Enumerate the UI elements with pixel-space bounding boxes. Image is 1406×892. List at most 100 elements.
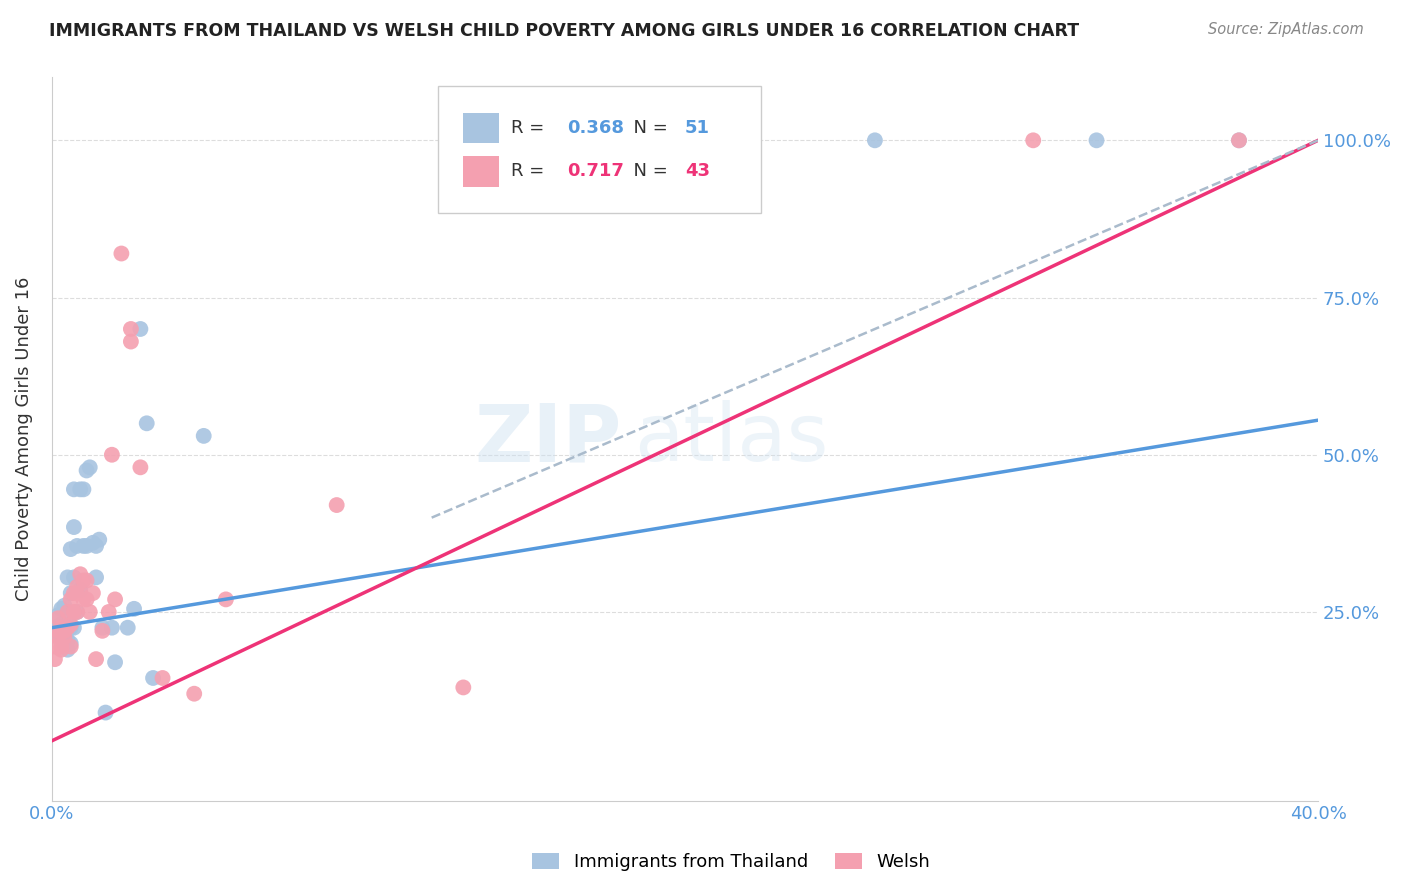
Point [66,605,89,619]
Text: ZIP: ZIP [474,400,621,478]
Point [56,570,79,584]
Point [66,580,89,594]
Point [59,617,82,632]
Point [59,621,82,635]
Point [63,586,86,600]
Point [59,636,82,650]
Bar [464,156,499,186]
Point [129,460,152,475]
Point [84,570,107,584]
Point [46,624,69,638]
Point [183,687,205,701]
Point [44,640,66,654]
Point [79,460,101,475]
Point [101,448,124,462]
Point [56,621,79,635]
Point [89,533,111,547]
Point [53,621,76,635]
Point [135,417,157,431]
Point [129,322,152,336]
Point [53,599,76,613]
Point [863,133,886,147]
Y-axis label: Child Poverty Among Girls Under 16: Child Poverty Among Girls Under 16 [15,277,32,601]
Point [53,630,76,644]
Point [44,621,66,635]
Point [1227,133,1250,147]
Point [72,539,94,553]
Point [79,605,101,619]
Point [101,621,124,635]
Point [76,539,98,553]
Point [44,652,66,666]
Point [84,652,107,666]
Text: 51: 51 [685,119,710,137]
Point [193,429,215,443]
Point [46,624,69,638]
Text: IMMIGRANTS FROM THAILAND VS WELSH CHILD POVERTY AMONG GIRLS UNDER 16 CORRELATION: IMMIGRANTS FROM THAILAND VS WELSH CHILD … [49,22,1080,40]
Point [142,671,165,685]
Point [69,586,91,600]
Point [63,520,86,534]
Point [56,615,79,629]
Text: R =: R = [512,162,551,180]
Point [51,617,73,632]
Point [76,463,98,477]
Point [104,655,127,669]
Point [59,586,82,600]
Point [104,592,127,607]
Point [63,605,86,619]
Point [51,640,73,654]
Point [46,608,69,623]
Text: R =: R = [512,119,551,137]
Point [91,621,114,635]
Legend: Immigrants from Thailand, Welsh: Immigrants from Thailand, Welsh [524,846,938,879]
Point [56,605,79,619]
Text: N =: N = [621,162,673,180]
Point [1022,133,1045,147]
Point [46,611,69,625]
Point [1085,133,1108,147]
Point [1227,133,1250,147]
FancyBboxPatch shape [439,87,761,212]
Point [51,602,73,616]
Point [76,592,98,607]
Point [76,574,98,588]
Point [51,642,73,657]
Text: Source: ZipAtlas.com: Source: ZipAtlas.com [1208,22,1364,37]
Text: N =: N = [621,119,673,137]
Point [51,621,73,635]
Point [69,483,91,497]
Point [120,322,142,336]
Point [53,624,76,638]
Point [120,334,142,349]
Point [51,630,73,644]
Point [152,671,174,685]
Point [56,633,79,648]
Text: 0.368: 0.368 [567,119,624,137]
Point [94,706,117,720]
Point [110,246,132,260]
Point [91,624,114,638]
Point [69,582,91,597]
Point [547,133,569,147]
Point [82,536,104,550]
Point [63,570,86,584]
Point [117,621,139,635]
Point [122,602,145,616]
Text: atlas: atlas [634,400,828,478]
Bar [464,113,499,144]
Point [63,483,86,497]
Point [51,621,73,635]
Point [53,627,76,641]
Text: 0.717: 0.717 [567,162,624,180]
Point [72,592,94,607]
Point [84,539,107,553]
Point [46,630,69,644]
Point [44,627,66,641]
Point [69,567,91,582]
Point [453,681,475,695]
Point [215,592,238,607]
Point [66,605,89,619]
Point [72,483,94,497]
Point [325,498,347,512]
